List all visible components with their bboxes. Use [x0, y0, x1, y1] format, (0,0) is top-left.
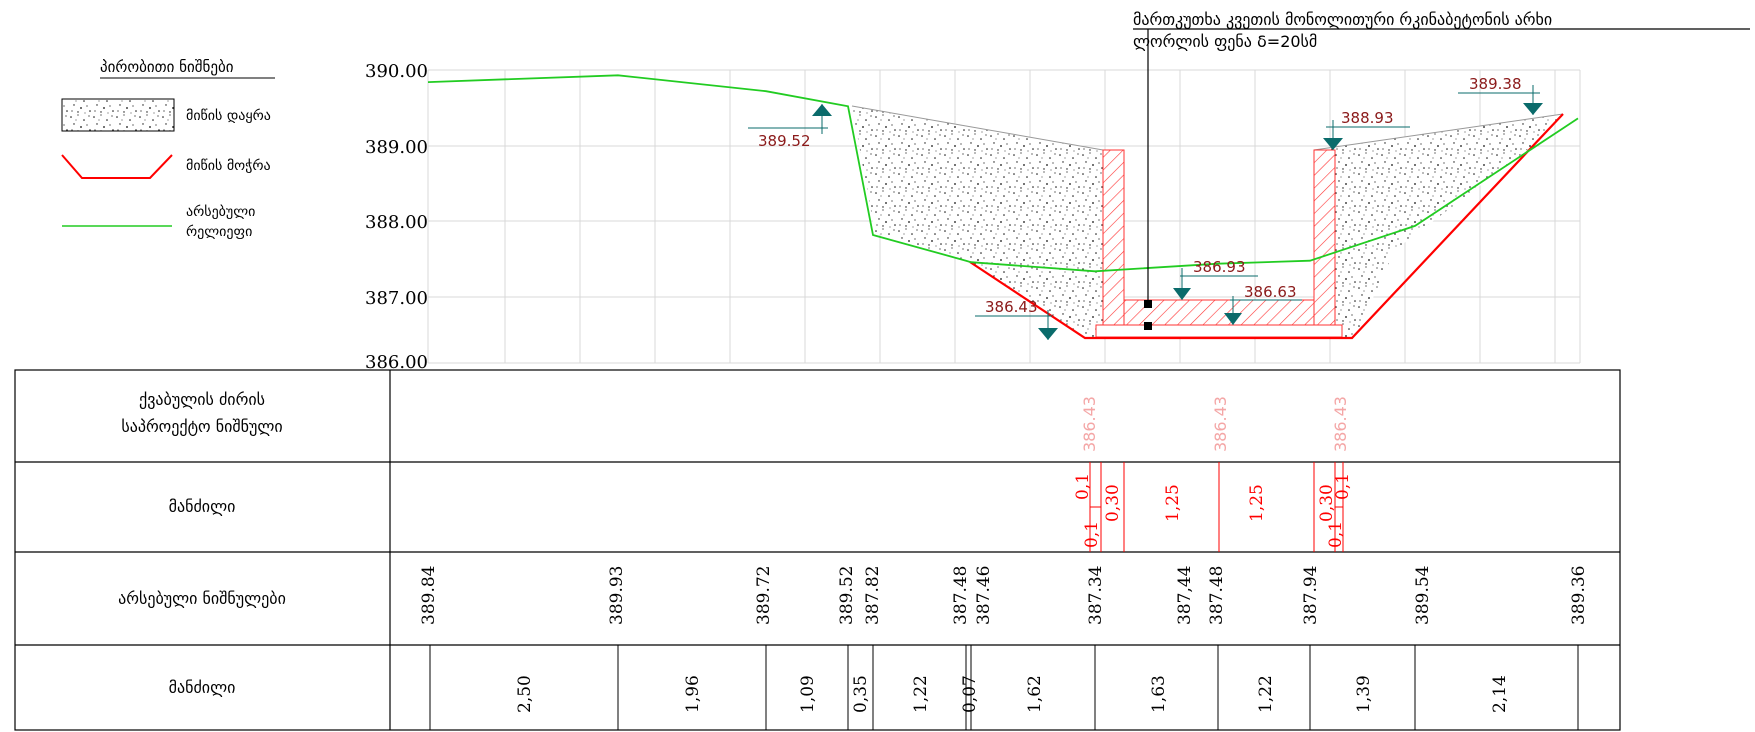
existing-distance: 1,96 [683, 675, 703, 713]
existing-mark: 387.94 [1301, 566, 1321, 625]
y-axis: 390.00 389.00 388.00 387.00 386.00 [365, 61, 428, 373]
cut-line [969, 113, 1564, 340]
existing-mark: 389.93 [607, 566, 627, 625]
callout-line2: ლორლის ფენა δ=20სმ [1133, 32, 1317, 51]
existing-distance: 0,35 [851, 675, 871, 713]
design-distance: 0,30 [1103, 484, 1123, 522]
legend-fill-label: მიწის დაყრა [186, 107, 271, 124]
legend-title: პირობითი ნიშნები [100, 58, 234, 76]
design-distance: 0,1 [1073, 473, 1093, 500]
design-distance: 1,25 [1163, 484, 1183, 522]
existing-mark: 389.36 [1569, 566, 1589, 625]
existing-distance: 1,63 [1149, 675, 1169, 713]
callout-point [1144, 300, 1152, 308]
existing-mark: 389.84 [419, 566, 439, 625]
existing-mark: 389.72 [754, 566, 774, 625]
concrete-channel [1095, 149, 1343, 338]
design-distance: 0,1 [1326, 521, 1346, 548]
channel-wall-right [1313, 149, 1336, 326]
existing-mark: 389.54 [1413, 566, 1433, 625]
callout: მართკუთხა კვეთის მონოლითური რკინაბეტონის… [1133, 10, 1750, 330]
row-label-distance-1: მანძილი [169, 497, 236, 516]
design-distance: 1,25 [1247, 484, 1267, 522]
legend-cut-swatch [61, 154, 173, 179]
existing-distance: 2,14 [1490, 675, 1510, 713]
existing-mark: 389.52 [837, 566, 857, 625]
existing-mark: 387.82 [863, 566, 883, 625]
channel-slab [1123, 299, 1315, 326]
gravel-layer [1095, 324, 1343, 338]
design-distance: 0,30 [1317, 484, 1337, 522]
y-tick-label: 389.00 [365, 137, 428, 158]
legend-terrain-label-line1: არსებული [186, 203, 255, 220]
fill-region-left [852, 106, 1103, 273]
design-ground-line-right [1313, 113, 1564, 151]
existing-distance: 2,50 [515, 675, 535, 713]
level-mark-386-63: 386.63 [1244, 283, 1297, 301]
existing-mark: 387.46 [974, 566, 994, 625]
callout-point [1144, 322, 1152, 330]
y-tick-label: 388.00 [365, 212, 428, 233]
existing-distance: 1,09 [798, 675, 818, 713]
legend: პირობითი ნიშნები მიწის დაყრა მიწის მოჭრა… [61, 58, 275, 240]
y-tick-label: 390.00 [365, 61, 428, 82]
fill-region-bottom [970, 262, 1103, 338]
legend-fill-swatch [61, 98, 175, 132]
design-mark: 386.43 [1211, 396, 1230, 452]
y-tick-label: 386.00 [365, 352, 428, 373]
data-table: ქვაბულის ძირის საპროექტო ნიშნული მანძილი… [14, 369, 1621, 731]
existing-mark: 387.34 [1086, 566, 1106, 625]
existing-mark: 387.48 [1207, 566, 1227, 625]
existing-distance: 1,62 [1025, 675, 1045, 713]
design-ground-line [851, 105, 1104, 151]
design-mark: 386.43 [1331, 396, 1350, 452]
existing-distance: 1,39 [1354, 675, 1374, 713]
design-distance: 0,1 [1082, 521, 1102, 548]
design-distance: 0,1 [1333, 473, 1353, 500]
existing-mark: 387.48 [951, 566, 971, 625]
legend-terrain-label-line2: რელიეფი [186, 223, 252, 240]
level-mark-386-93: 386.93 [1193, 258, 1246, 276]
channel-wall-left [1102, 149, 1125, 326]
existing-distance: 1,22 [1256, 675, 1276, 713]
row-label-existing-marks: არსებული ნიშნულები [118, 589, 286, 608]
existing-distance: 0,07 [960, 675, 980, 713]
row-label-design-bottom-line1: ქვაბულის ძირის [139, 390, 265, 409]
level-mark-388-93: 388.93 [1341, 109, 1394, 127]
legend-cut-label: მიწის მოჭრა [186, 157, 271, 174]
level-mark-389-52: 389.52 [758, 132, 811, 150]
table-border [14, 369, 1621, 731]
row-label-design-bottom-line2: საპროექტო ნიშნული [121, 417, 282, 436]
design-mark: 386.43 [1080, 396, 1099, 452]
existing-distance: 1,22 [911, 675, 931, 713]
y-tick-label: 387.00 [365, 288, 428, 309]
callout-line1: მართკუთხა კვეთის მონოლითური რკინაბეტონის… [1133, 10, 1552, 29]
level-mark-386-43: 386.43 [985, 298, 1038, 316]
level-mark-389-38: 389.38 [1469, 75, 1522, 93]
level-marks: 389.52 389.38 388.93 386.93 386.63 386.4… [748, 75, 1543, 340]
existing-terrain-line [427, 74, 1579, 273]
existing-mark: 387,44 [1175, 566, 1195, 625]
row-label-distance-2: მანძილი [169, 678, 236, 697]
